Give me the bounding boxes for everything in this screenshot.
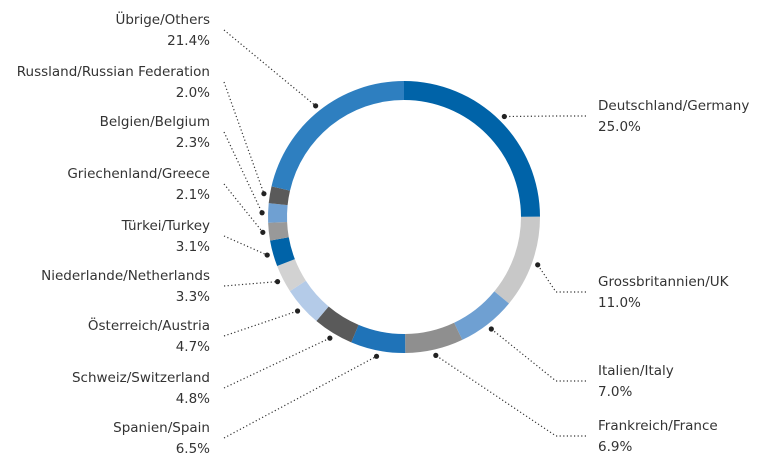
- leader-dot: [260, 229, 266, 235]
- value-label: 2.0%: [176, 85, 210, 101]
- category-label: Österreich/Austria: [88, 316, 210, 334]
- value-label: 4.7%: [176, 339, 210, 355]
- leader-dot: [274, 279, 281, 285]
- value-label: 3.1%: [176, 239, 210, 255]
- donut-segment: [268, 186, 291, 206]
- category-label: Belgien/Belgium: [100, 114, 210, 130]
- category-label: Spanien/Spain: [113, 420, 210, 436]
- category-label: Grossbritannien/UK: [598, 274, 730, 290]
- leader-line: [504, 115, 586, 118]
- value-label: 25.0%: [598, 119, 641, 135]
- leader-line: [537, 264, 586, 293]
- leader-line: [223, 29, 317, 107]
- leader-line: [223, 81, 265, 194]
- value-label: 11.0%: [598, 295, 641, 311]
- leader-dot: [501, 113, 507, 120]
- value-label: 4.8%: [176, 391, 210, 407]
- donut-segment: [454, 291, 509, 340]
- leader-line: [223, 310, 298, 337]
- category-label: Deutschland/Germany: [598, 98, 749, 114]
- leader-line: [435, 354, 586, 437]
- value-label: 2.1%: [176, 187, 210, 203]
- value-label: 21.4%: [167, 33, 210, 49]
- value-label: 6.5%: [176, 441, 210, 457]
- donut-segment: [405, 322, 463, 353]
- leader-line: [490, 328, 586, 382]
- leader-dot: [259, 210, 265, 216]
- leader-line: [223, 355, 377, 439]
- category-label: Italien/Italy: [598, 363, 674, 379]
- category-label: Frankreich/France: [598, 418, 718, 434]
- donut-segment: [316, 306, 359, 343]
- category-label: Griechenland/Greece: [67, 166, 210, 182]
- donut-segment: [494, 216, 540, 304]
- value-label: 7.0%: [598, 384, 632, 400]
- leader-line: [223, 183, 264, 233]
- category-label: Übrige/Others: [115, 10, 210, 28]
- donut-segment: [404, 81, 540, 217]
- leader-dot: [264, 252, 270, 258]
- donut-segment: [270, 237, 295, 267]
- leader-line: [223, 131, 263, 214]
- donut-segment: [268, 203, 288, 223]
- donut-segment: [277, 259, 306, 292]
- leader-line: [223, 337, 331, 389]
- leader-line: [223, 281, 278, 287]
- leader-dot: [488, 326, 494, 332]
- leader-dot: [294, 308, 301, 314]
- leader-dot: [313, 103, 319, 109]
- category-label: Türkei/Turkey: [121, 218, 210, 234]
- leader-dot: [261, 191, 267, 197]
- value-label: 6.9%: [598, 439, 632, 455]
- category-label: Russland/Russian Federation: [17, 64, 210, 80]
- category-label: Schweiz/Switzerland: [72, 370, 210, 386]
- donut-segment: [271, 81, 404, 191]
- leader-dot: [373, 353, 380, 359]
- category-label: Niederlande/Netherlands: [41, 268, 210, 284]
- value-label: 3.3%: [176, 289, 210, 305]
- leader-dot: [433, 352, 439, 358]
- donut-segment: [351, 324, 406, 353]
- leader-line: [223, 235, 268, 256]
- leader-dot: [535, 262, 541, 268]
- leader-dot: [327, 335, 333, 341]
- donut-segment: [289, 280, 329, 322]
- donut-segment: [268, 221, 289, 241]
- value-label: 2.3%: [176, 135, 210, 151]
